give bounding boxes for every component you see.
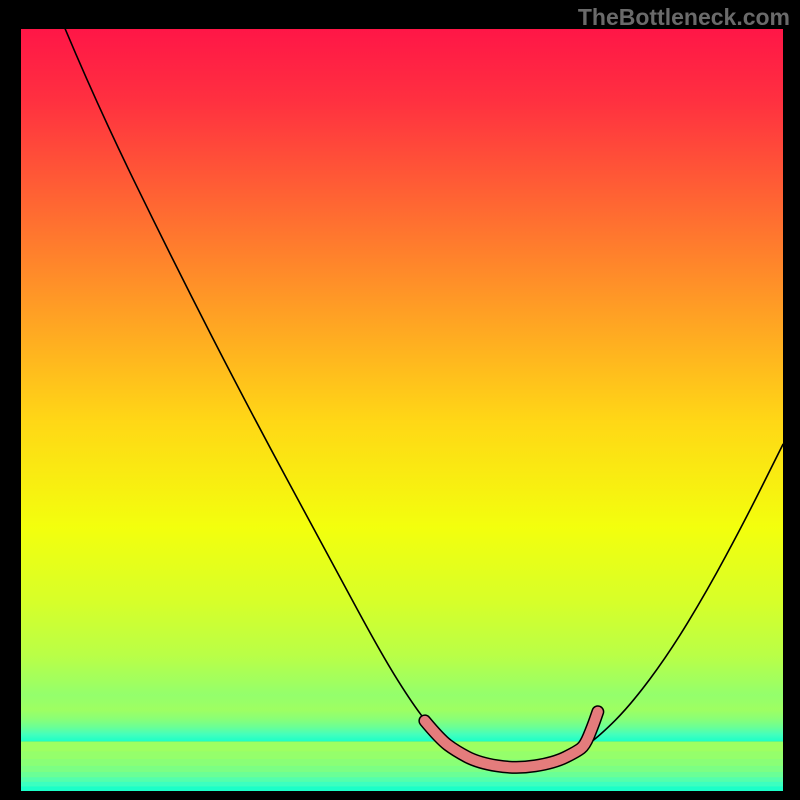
plot-area [21,29,783,791]
watermark-text: TheBottleneck.com [578,4,790,31]
chart-container: TheBottleneck.com [0,0,800,800]
plot-svg [21,29,783,791]
